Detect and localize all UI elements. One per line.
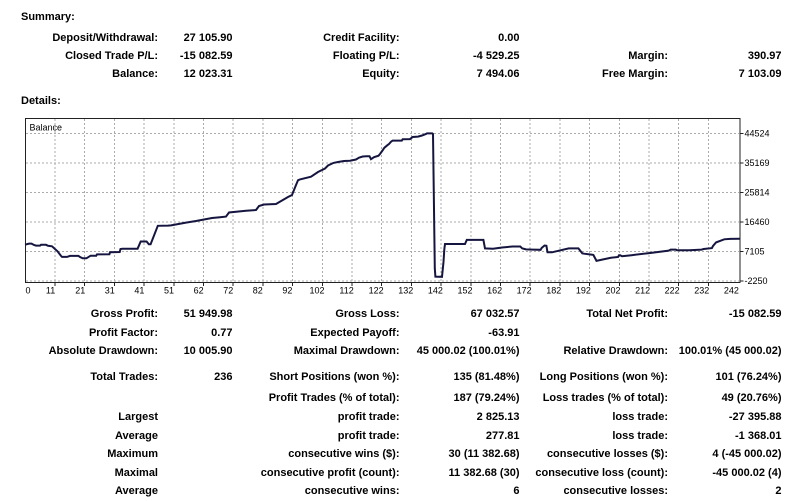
svg-text:242: 242 xyxy=(724,286,739,296)
svg-text:62: 62 xyxy=(194,286,204,296)
svg-text:152: 152 xyxy=(457,286,472,296)
svg-text:182: 182 xyxy=(546,286,561,296)
svg-text:41: 41 xyxy=(134,286,144,296)
svg-text:192: 192 xyxy=(576,286,591,296)
svg-text:31: 31 xyxy=(105,286,115,296)
svg-text:212: 212 xyxy=(635,286,650,296)
svg-text:92: 92 xyxy=(282,286,292,296)
svg-text:72: 72 xyxy=(223,286,233,296)
svg-text:35169: 35169 xyxy=(745,158,770,168)
svg-text:Balance: Balance xyxy=(30,123,63,133)
svg-text:11: 11 xyxy=(46,286,55,296)
svg-text:232: 232 xyxy=(694,286,709,296)
svg-text:142: 142 xyxy=(428,286,443,296)
svg-text:132: 132 xyxy=(398,286,413,296)
svg-text:21: 21 xyxy=(75,286,85,296)
svg-text:112: 112 xyxy=(339,286,353,296)
svg-text:102: 102 xyxy=(309,286,324,296)
svg-text:0: 0 xyxy=(25,286,30,296)
svg-text:162: 162 xyxy=(487,286,502,296)
svg-text:122: 122 xyxy=(369,286,384,296)
svg-text:202: 202 xyxy=(605,286,620,296)
svg-text:51: 51 xyxy=(164,286,174,296)
svg-text:222: 222 xyxy=(665,286,680,296)
svg-text:-2250: -2250 xyxy=(745,276,768,286)
svg-text:172: 172 xyxy=(517,286,532,296)
svg-text:25814: 25814 xyxy=(745,188,770,198)
svg-text:82: 82 xyxy=(253,286,263,296)
svg-text:7105: 7105 xyxy=(745,247,765,257)
svg-text:16460: 16460 xyxy=(745,217,770,227)
svg-text:44524: 44524 xyxy=(745,129,770,139)
